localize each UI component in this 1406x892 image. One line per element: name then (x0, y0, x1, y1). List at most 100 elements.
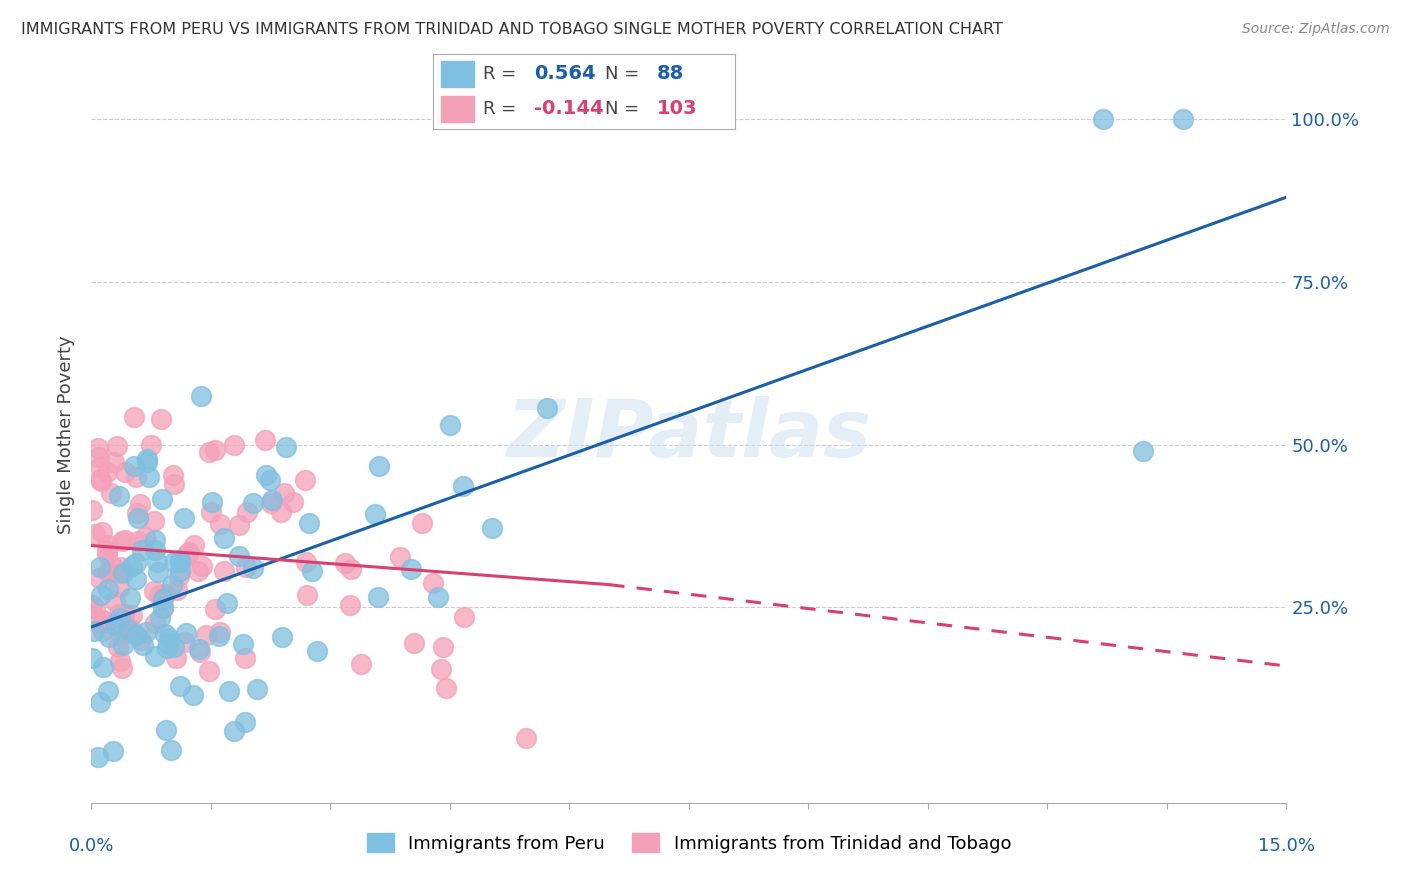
Point (149, 611, 172, 625)
Point (87, 750, 110, 764)
Point (146, 555, 169, 569)
Point (515, 731, 537, 745)
Point (96, 547, 118, 561)
Point (122, 459, 145, 474)
Point (174, 634, 197, 648)
Point (135, 624, 157, 639)
Point (401, 562, 423, 576)
Point (110, 655, 132, 669)
Point (233, 715, 256, 730)
Point (91, 660, 114, 674)
Point (173, 511, 195, 525)
Point (209, 625, 232, 640)
Point (198, 664, 221, 678)
Point (427, 591, 450, 605)
Point (120, 622, 142, 636)
Point (152, 592, 174, 607)
Point (204, 443, 226, 458)
Point (118, 623, 141, 637)
Point (124, 628, 146, 642)
Point (150, 412, 173, 426)
Point (121, 608, 143, 623)
Point (134, 530, 156, 544)
Point (162, 468, 184, 483)
Point (82, 503, 104, 517)
Point (82, 598, 104, 612)
Point (121, 558, 143, 573)
Point (195, 627, 218, 641)
Point (281, 495, 304, 509)
Point (163, 477, 186, 491)
Point (80, 650, 103, 665)
Point (86, 441, 108, 455)
Point (96, 544, 118, 558)
Point (114, 533, 136, 547)
Point (110, 559, 132, 574)
Point (160, 577, 183, 591)
Text: ZIPatlas: ZIPatlas (506, 396, 872, 474)
Point (143, 616, 166, 631)
Point (439, 417, 461, 432)
Point (204, 602, 226, 616)
Point (127, 510, 149, 524)
Point (127, 507, 149, 521)
Point (242, 496, 264, 510)
Point (91, 524, 114, 539)
Point (217, 597, 239, 611)
Point (163, 640, 186, 655)
Point (127, 534, 149, 549)
Point (90, 474, 112, 488)
Point (270, 505, 292, 519)
Point (148, 588, 170, 602)
Point (305, 644, 328, 658)
Point (117, 620, 139, 634)
Point (107, 489, 129, 503)
Point (198, 445, 221, 459)
Point (89, 472, 111, 486)
Point (110, 661, 132, 675)
Point (107, 640, 129, 654)
Point (190, 389, 212, 403)
Point (363, 507, 385, 521)
Point (136, 454, 159, 468)
Point (93, 613, 115, 627)
Point (350, 657, 373, 671)
Point (411, 516, 433, 531)
Point (83, 624, 105, 638)
Text: 0.564: 0.564 (534, 64, 596, 84)
Point (112, 566, 135, 581)
Point (176, 547, 198, 561)
Point (105, 440, 128, 454)
Point (142, 514, 165, 528)
Point (169, 553, 191, 567)
Point (152, 600, 174, 615)
Point (246, 682, 269, 697)
Point (139, 437, 162, 451)
Point (166, 582, 188, 597)
Point (201, 495, 224, 509)
Point (112, 607, 135, 621)
Point (110, 628, 132, 642)
Point (274, 440, 297, 454)
Legend: Immigrants from Peru, Immigrants from Trinidad and Tobago: Immigrants from Peru, Immigrants from Tr… (360, 826, 1018, 860)
Point (1092, 112, 1115, 126)
Point (163, 555, 186, 569)
Point (111, 638, 134, 652)
Point (97, 538, 120, 552)
Point (222, 438, 245, 452)
Point (131, 542, 153, 557)
Point (402, 635, 425, 649)
Point (118, 591, 141, 605)
Text: 88: 88 (657, 64, 683, 84)
Point (155, 723, 177, 738)
Point (108, 607, 131, 622)
Point (91, 624, 114, 638)
Bar (440, 96, 474, 122)
Point (187, 564, 209, 578)
Point (89, 695, 111, 709)
Point (367, 459, 389, 474)
Point (153, 587, 176, 601)
Point (294, 555, 316, 569)
Point (165, 651, 187, 665)
Point (191, 559, 214, 574)
